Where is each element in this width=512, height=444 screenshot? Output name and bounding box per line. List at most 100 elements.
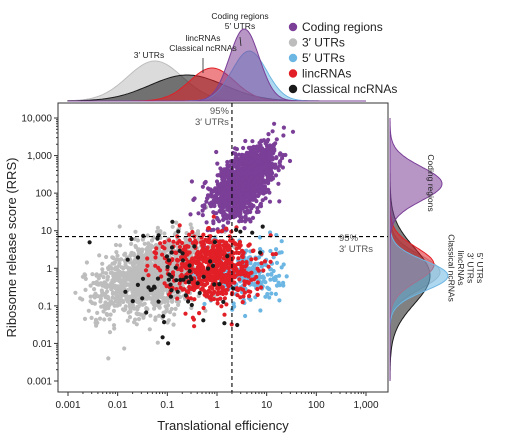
point-utrs <box>86 308 91 313</box>
point-codingregions <box>248 202 254 207</box>
point-codingregions <box>259 183 264 188</box>
point-utrs <box>132 253 137 258</box>
point-lincrnas <box>239 265 244 270</box>
point-utrs <box>140 237 145 242</box>
point-utrs <box>100 267 105 272</box>
point-lincrnas <box>191 317 196 322</box>
point-utrs <box>142 241 147 246</box>
point-utrs <box>145 278 150 283</box>
point-codingregions <box>262 184 267 189</box>
point-utrs <box>269 272 274 277</box>
point-codingregions <box>274 137 279 142</box>
point-utrs <box>100 261 105 266</box>
point-classicalncrnas <box>189 302 194 308</box>
top-density-codingregions <box>68 28 366 102</box>
point-codingregions <box>188 212 193 217</box>
point-utrs <box>94 273 99 278</box>
point-utrs <box>157 303 162 308</box>
point-codingregions <box>281 133 286 138</box>
point-lincrnas <box>255 292 260 297</box>
point-lincrnas <box>215 297 220 302</box>
x-threshold-label: 95% 3′ UTRs <box>195 106 230 128</box>
point-utrs <box>136 317 142 322</box>
point-codingregions <box>267 150 272 155</box>
point-lincrnas <box>250 248 255 254</box>
point-utrs <box>163 304 168 309</box>
point-lincrnas <box>146 273 151 278</box>
point-classicalncrnas <box>135 282 140 287</box>
point-codingregions <box>232 194 237 199</box>
density-annotations: Coding regions 5′ UTRslincRNAs Classical n… <box>134 11 485 302</box>
point-lincrnas <box>187 232 192 237</box>
point-codingregions <box>269 147 274 152</box>
point-utrs <box>130 289 135 294</box>
point-utrs <box>273 291 278 297</box>
point-codingregions <box>267 199 273 204</box>
point-lincrnas <box>220 285 225 290</box>
point-lincrnas <box>177 281 182 286</box>
y-threshold-label: 95% 3′ UTRs <box>339 233 373 255</box>
point-utrs <box>173 253 178 259</box>
point-utrs <box>120 298 125 303</box>
point-lincrnas <box>227 282 232 287</box>
point-utrs <box>155 340 160 345</box>
point-classicalncrnas <box>170 219 175 224</box>
point-utrs <box>167 310 173 315</box>
y-tick-label: 0.001 <box>27 377 52 388</box>
point-codingregions <box>236 166 241 171</box>
point-codingregions <box>216 173 221 178</box>
point-utrs <box>78 296 83 301</box>
point-codingregions <box>215 217 220 222</box>
right-annot-others: 5′ UTRs3′ UTRslincRNAsClassical ncRNAs <box>447 234 486 302</box>
point-lincrnas <box>259 261 264 266</box>
x-tick-label: 1,000 <box>353 400 378 411</box>
point-utrs <box>141 315 146 320</box>
point-classicalncrnas <box>169 250 174 255</box>
point-codingregions <box>245 187 250 192</box>
point-classicalncrnas <box>123 289 128 294</box>
point-utrs <box>133 259 138 264</box>
point-classicalncrnas <box>201 274 206 279</box>
point-codingregions <box>217 201 222 206</box>
point-classicalncrnas <box>166 341 171 346</box>
point-utrs <box>265 272 270 277</box>
point-utrs <box>248 297 253 302</box>
point-lincrnas <box>206 239 211 245</box>
point-utrs <box>277 250 282 255</box>
point-codingregions <box>207 201 212 206</box>
point-codingregions <box>274 156 279 161</box>
point-lincrnas <box>227 265 232 270</box>
point-utrs <box>146 251 151 257</box>
x-axis-label: Translational efficiency <box>157 418 289 433</box>
point-lincrnas <box>167 238 172 243</box>
point-lincrnas <box>262 259 268 264</box>
legend-marker <box>288 53 298 63</box>
point-utrs <box>154 296 159 301</box>
point-utrs <box>103 300 108 305</box>
point-utrs <box>126 295 131 300</box>
point-codingregions <box>258 169 263 174</box>
point-codingregions <box>276 168 281 173</box>
point-codingregions <box>242 197 247 202</box>
point-utrs <box>147 327 152 332</box>
point-utrs <box>114 289 120 294</box>
point-utrs <box>162 299 168 304</box>
point-lincrnas <box>191 287 196 293</box>
point-utrs <box>127 315 133 320</box>
point-codingregions <box>259 173 264 178</box>
point-lincrnas <box>200 282 205 287</box>
point-classicalncrnas <box>160 335 165 340</box>
point-utrs <box>183 237 188 242</box>
point-utrs <box>102 305 107 310</box>
point-lincrnas <box>200 267 205 272</box>
point-utrs <box>95 294 101 299</box>
point-lincrnas <box>244 271 249 276</box>
point-utrs <box>284 274 289 279</box>
point-lincrnas <box>204 293 209 299</box>
point-lincrnas <box>249 270 254 275</box>
point-classicalncrnas <box>87 240 92 245</box>
point-utrs <box>97 253 102 258</box>
point-codingregions <box>278 151 283 156</box>
point-codingregions <box>212 189 217 194</box>
